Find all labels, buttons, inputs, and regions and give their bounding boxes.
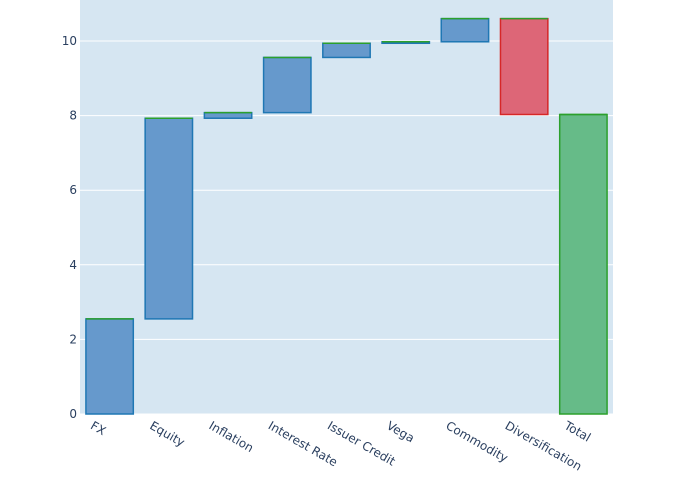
y-tick-label: 6 (69, 183, 77, 197)
bar-increasing-equity (144, 117, 194, 320)
bar-increasing-commodity (440, 17, 490, 43)
bar-increasing-inflation (203, 111, 253, 119)
y-tick-label: 10 (62, 34, 77, 48)
x-tick-label: Vega (384, 418, 417, 445)
y-tick-label: 2 (69, 332, 77, 346)
x-tick-label: Equity (147, 418, 187, 449)
bar-decreasing-diversification (499, 17, 549, 116)
bar-increasing-fx (85, 318, 135, 415)
bar-total-total (558, 113, 608, 415)
x-tick-label: Commodity (443, 418, 510, 465)
y-tick-label: 0 (69, 407, 77, 421)
x-tick-label: Total (561, 418, 593, 445)
y-tick-label: 4 (69, 258, 77, 272)
y-tick-label: 8 (69, 109, 77, 123)
bar-increasing-interest-rate (262, 56, 312, 114)
bar-increasing-issuer-credit (322, 42, 371, 59)
y-axis-ticks: 0 2 4 6 8 10 (62, 34, 77, 421)
x-tick-label: FX (88, 418, 108, 438)
x-tick-label: Inflation (207, 418, 256, 455)
bars (85, 17, 608, 415)
